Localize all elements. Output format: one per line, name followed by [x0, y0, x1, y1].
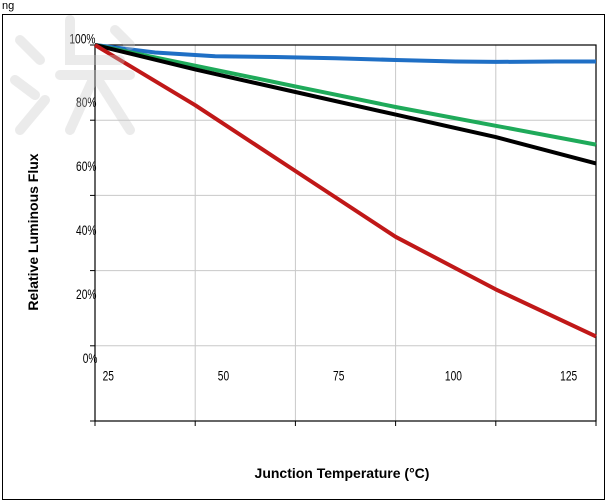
series-line-2	[94, 43, 597, 147]
x-tick-label: 100	[445, 368, 462, 384]
watermark-graphic	[10, 15, 135, 135]
y-tick-label: 100%	[69, 31, 95, 47]
x-tick-labels: 255075100125150	[103, 368, 578, 384]
plot-area-border	[94, 44, 597, 422]
y-tick-label: 40%	[76, 223, 97, 239]
series-line-3	[94, 43, 597, 166]
y-tick-label: 80%	[76, 95, 97, 111]
clipped-top-text: ng	[2, 0, 15, 12]
x-axis-label: Junction Temperature (°C)	[255, 465, 430, 481]
y-tick-label: 20%	[76, 286, 97, 302]
series-lines	[93, 43, 597, 339]
x-tick-label: 50	[218, 368, 230, 384]
axes	[90, 44, 597, 426]
chart-frame	[2, 14, 605, 500]
x-tick-label: 75	[333, 368, 345, 384]
y-tick-labels: 0% 20% 40% 60% 80% 100%	[69, 31, 97, 367]
series-line-4	[93, 43, 597, 339]
y-tick-label: 0%	[83, 350, 98, 366]
x-tick-label: 25	[103, 368, 115, 384]
series-line-1	[94, 43, 596, 64]
y-tick-label: 60%	[76, 159, 97, 175]
y-axis-label: Relative Luminous Flux	[25, 153, 41, 310]
x-tick-label: 125	[560, 368, 577, 384]
